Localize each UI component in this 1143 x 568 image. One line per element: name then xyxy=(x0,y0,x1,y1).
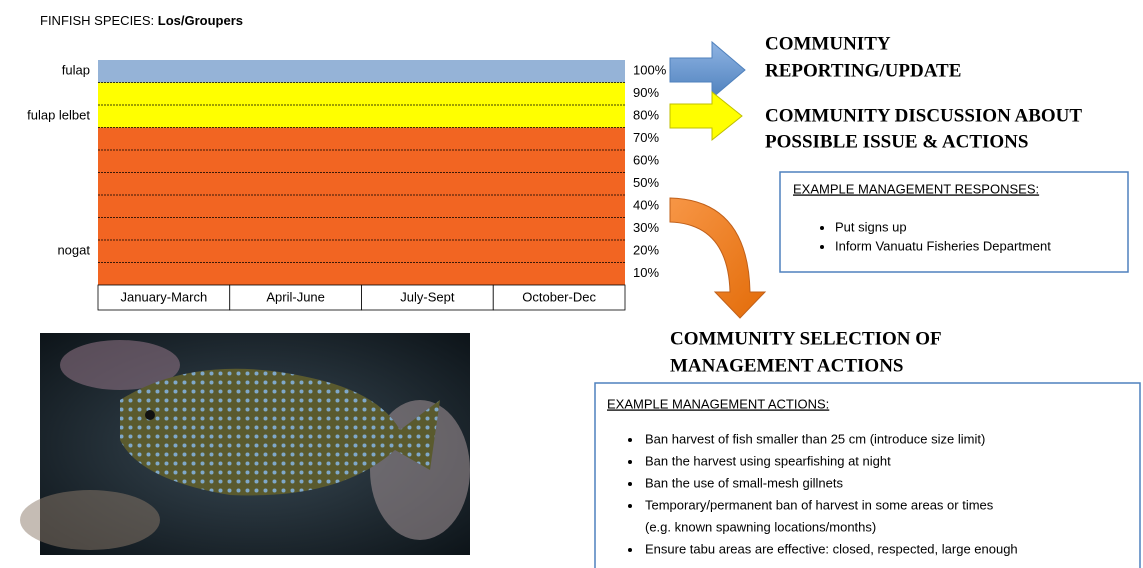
band xyxy=(98,263,625,286)
header: FINFISH SPECIES: Los/Groupers xyxy=(40,13,243,28)
band xyxy=(98,173,625,196)
box-title: EXAMPLE MANAGEMENT ACTIONS: xyxy=(607,396,829,411)
bullet xyxy=(628,438,632,442)
arrow-yellow xyxy=(670,92,742,140)
quarter-label: January-March xyxy=(121,289,208,304)
action-item: (e.g. known spawning locations/months) xyxy=(645,519,876,534)
grouper-photo xyxy=(20,333,470,555)
step-title: POSSIBLE ISSUE & ACTIONS xyxy=(765,131,1028,152)
band xyxy=(98,83,625,106)
action-item: Ensure tabu areas are effective: closed,… xyxy=(645,541,1018,556)
band xyxy=(98,195,625,218)
zone-chart: 100% fulap 90% 80% fulap lelbet 70% 60% 50% 40% 3… xyxy=(27,60,667,310)
percent-label: 50% xyxy=(633,175,659,190)
percent-label: 70% xyxy=(633,130,659,145)
step-title: COMMUNITY DISCUSSION ABOUT xyxy=(765,105,1082,126)
zone-label: nogat xyxy=(57,243,90,258)
percent-label: 60% xyxy=(633,153,659,168)
bullet xyxy=(628,504,632,508)
actions-list: Ban harvest of fish smaller than 25 cm (… xyxy=(628,431,1018,556)
step-title: REPORTING/UPDATE xyxy=(765,60,961,81)
band xyxy=(98,60,625,83)
bullet xyxy=(820,245,824,249)
quarter-label: April-June xyxy=(266,289,325,304)
arrow-orange xyxy=(670,198,765,318)
bullet xyxy=(628,482,632,486)
infographic: FINFISH SPECIES: Los/Groupers 100% fulap 9… xyxy=(0,0,1143,568)
page: FINFISH SPECIES: Los/Groupers 100% fulap 9… xyxy=(0,0,1143,568)
band xyxy=(98,105,625,128)
zone-label: fulap xyxy=(62,63,90,78)
band xyxy=(98,128,625,151)
action-item: Ban harvest of fish smaller than 25 cm (… xyxy=(645,431,985,446)
arrow-blue xyxy=(670,42,745,98)
step-title: COMMUNITY xyxy=(765,33,891,54)
response-item: Put signs up xyxy=(835,219,907,234)
bullet xyxy=(820,226,824,230)
percent-label: 80% xyxy=(633,108,659,123)
quarter-label: October-Dec xyxy=(522,289,596,304)
bullet xyxy=(628,460,632,464)
band xyxy=(98,150,625,173)
band xyxy=(98,240,625,263)
percent-label: 40% xyxy=(633,198,659,213)
band xyxy=(98,218,625,241)
step-title: MANAGEMENT ACTIONS xyxy=(670,355,903,376)
percent-label: 20% xyxy=(633,243,659,258)
percent-label: 90% xyxy=(633,85,659,100)
action-item: Ban the harvest using spearfishing at ni… xyxy=(645,453,891,468)
box-title: EXAMPLE MANAGEMENT RESPONSES: xyxy=(793,181,1039,196)
quarter-label: July-Sept xyxy=(400,289,455,304)
zone-label: fulap lelbet xyxy=(27,108,90,123)
percent-label: 100% xyxy=(633,63,667,78)
bullet xyxy=(628,548,632,552)
percent-label: 30% xyxy=(633,220,659,235)
action-item: Temporary/permanent ban of harvest in so… xyxy=(645,497,994,512)
action-item: Ban the use of small-mesh gillnets xyxy=(645,475,843,490)
step-title: COMMUNITY SELECTION OF xyxy=(670,328,942,349)
response-item: Inform Vanuatu Fisheries Department xyxy=(835,238,1051,253)
percent-label: 10% xyxy=(633,265,659,280)
